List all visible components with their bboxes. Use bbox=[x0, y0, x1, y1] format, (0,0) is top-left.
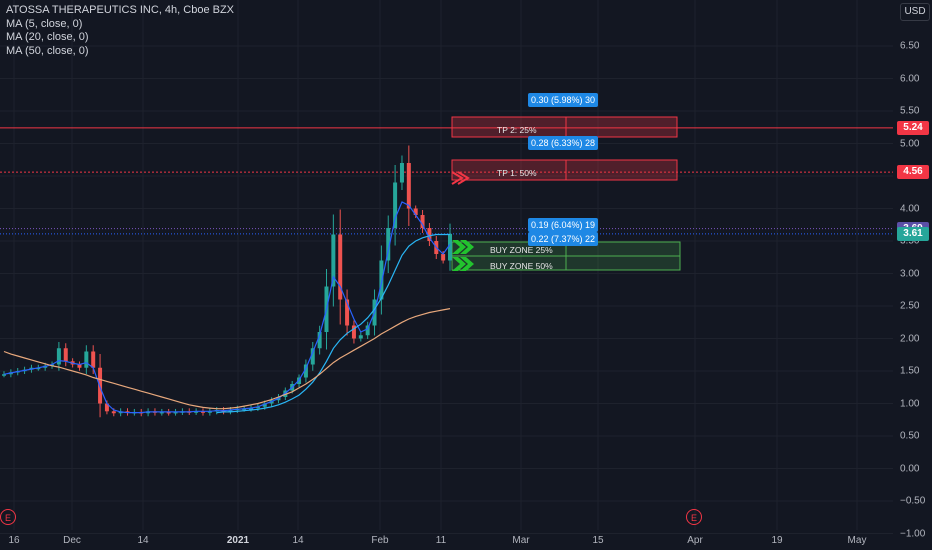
candle-body bbox=[91, 351, 96, 368]
price-tick-label: 6.00 bbox=[900, 73, 920, 84]
stat-badge-tp1: 0.28 (6.33%) 28 bbox=[528, 136, 599, 150]
candle-body bbox=[111, 411, 116, 414]
candle-body bbox=[207, 411, 212, 413]
time-tick-label: 11 bbox=[435, 535, 447, 546]
time-tick-label: 19 bbox=[771, 535, 783, 546]
price-tick-label: 2.50 bbox=[900, 300, 920, 312]
candle-body bbox=[331, 234, 336, 287]
candle-body bbox=[56, 348, 61, 365]
candle-body bbox=[358, 335, 363, 339]
chart-legend: ATOSSA THERAPEUTICS INC, 4h, Cboe BZX MA… bbox=[6, 4, 234, 58]
time-tick-label: May bbox=[847, 535, 867, 546]
candle-body bbox=[228, 410, 233, 412]
buy-zone-25-label[interactable]: BUY ZONE 25% bbox=[490, 245, 553, 255]
ma-line-ma5 bbox=[3, 201, 451, 414]
symbol-title[interactable]: ATOSSA THERAPEUTICS INC, 4h, Cboe BZX bbox=[6, 4, 235, 16]
price-tick-label: 1.00 bbox=[900, 398, 920, 409]
ma-line-ma50 bbox=[3, 308, 451, 410]
price-tick-label: 0.50 bbox=[900, 430, 920, 442]
candle-body bbox=[173, 411, 178, 414]
candle-body bbox=[262, 403, 267, 407]
candle-body bbox=[345, 299, 350, 326]
price-tick-label: −1.00 bbox=[900, 528, 926, 539]
price-tick-label: 4.00 bbox=[900, 203, 920, 214]
candle-body bbox=[338, 234, 343, 300]
tp2-zone bbox=[451, 116, 678, 138]
time-tick-label: 16 bbox=[8, 535, 20, 546]
buy-arrow-icon bbox=[460, 257, 474, 271]
price-tick-label: 0.00 bbox=[900, 463, 920, 474]
candle-body bbox=[448, 233, 452, 261]
candle-body bbox=[317, 332, 322, 349]
candle-body bbox=[303, 364, 308, 378]
indicator-ma20[interactable]: MA (20, close, 0) bbox=[6, 31, 89, 43]
candle-body bbox=[399, 163, 404, 183]
candle-body bbox=[379, 260, 384, 300]
candle-body bbox=[427, 228, 432, 241]
earnings-event-icon[interactable]: E bbox=[686, 509, 702, 525]
price-tick-label: −0.50 bbox=[900, 495, 926, 507]
buy-arrow-icon bbox=[452, 257, 466, 271]
time-tick-label: Apr bbox=[687, 535, 703, 546]
candle-body bbox=[194, 411, 199, 413]
price-tick-label: 3.00 bbox=[900, 268, 920, 279]
price-tag: 4.56 bbox=[897, 165, 929, 180]
time-tick-label: 14 bbox=[292, 535, 304, 546]
buy-zone-50-label[interactable]: BUY ZONE 50% bbox=[490, 261, 553, 271]
candle-body bbox=[249, 408, 254, 410]
stat-badge-bz50: 0.22 (7.37%) 22 bbox=[528, 232, 599, 246]
price-tick-label: 1.50 bbox=[900, 365, 920, 377]
buy-arrow-icon bbox=[452, 240, 466, 254]
candle-body bbox=[200, 411, 205, 413]
candle-body bbox=[365, 325, 370, 336]
price-tag: 3.61 bbox=[897, 226, 929, 241]
candle-body bbox=[159, 411, 164, 414]
candle-body bbox=[242, 408, 247, 411]
candle-body bbox=[441, 254, 446, 261]
time-tick-label: Feb bbox=[371, 535, 389, 546]
earnings-event-icon[interactable]: E bbox=[0, 509, 16, 525]
tp2-label[interactable]: TP 2: 25% bbox=[497, 125, 537, 135]
currency-button[interactable]: USD bbox=[900, 3, 930, 21]
candle-body bbox=[393, 182, 398, 228]
time-tick-label: Mar bbox=[512, 535, 530, 546]
tp1-zone bbox=[451, 159, 678, 181]
candle-body bbox=[77, 364, 82, 368]
sell-arrow-icon bbox=[457, 171, 470, 185]
price-tick-label: 5.50 bbox=[900, 105, 920, 117]
sell-arrow-icon bbox=[451, 171, 464, 185]
time-tick-label: 15 bbox=[592, 535, 604, 546]
candle-body bbox=[2, 374, 6, 376]
time-tick-label: 14 bbox=[137, 535, 149, 546]
candle-body bbox=[84, 351, 89, 368]
candle-body bbox=[255, 406, 260, 409]
candle-body bbox=[420, 215, 425, 228]
ma-line-ma20 bbox=[216, 233, 450, 414]
indicator-ma5[interactable]: MA (5, close, 0) bbox=[6, 17, 83, 30]
buy-arrow-icon bbox=[460, 240, 474, 254]
time-tick-label: Dec bbox=[63, 535, 81, 546]
price-tick-label: 6.50 bbox=[900, 40, 920, 52]
candle-body bbox=[36, 367, 41, 370]
candle-body bbox=[413, 208, 418, 215]
candle-body bbox=[63, 348, 68, 362]
price-tick-label: 3.50 bbox=[900, 235, 920, 247]
price-tag: 5.24 bbox=[897, 120, 929, 135]
price-tick-label: 2.00 bbox=[900, 333, 920, 344]
candle-body bbox=[310, 348, 315, 365]
stat-badge-bz25: 0.19 (6.04%) 19 bbox=[528, 218, 599, 232]
candle-body bbox=[351, 325, 356, 339]
candle-body bbox=[406, 163, 411, 209]
indicator-ma50[interactable]: MA (50, close, 0) bbox=[6, 44, 89, 57]
tp1-label[interactable]: TP 1: 50% bbox=[497, 168, 537, 178]
price-tick-label: 5.00 bbox=[900, 138, 920, 149]
candle-body bbox=[386, 228, 391, 261]
candle-body bbox=[104, 403, 109, 412]
stat-badge-tp2: 0.30 (5.98%) 30 bbox=[528, 93, 599, 107]
time-tick-label: 2021 bbox=[226, 535, 250, 546]
candle-body bbox=[166, 411, 171, 414]
